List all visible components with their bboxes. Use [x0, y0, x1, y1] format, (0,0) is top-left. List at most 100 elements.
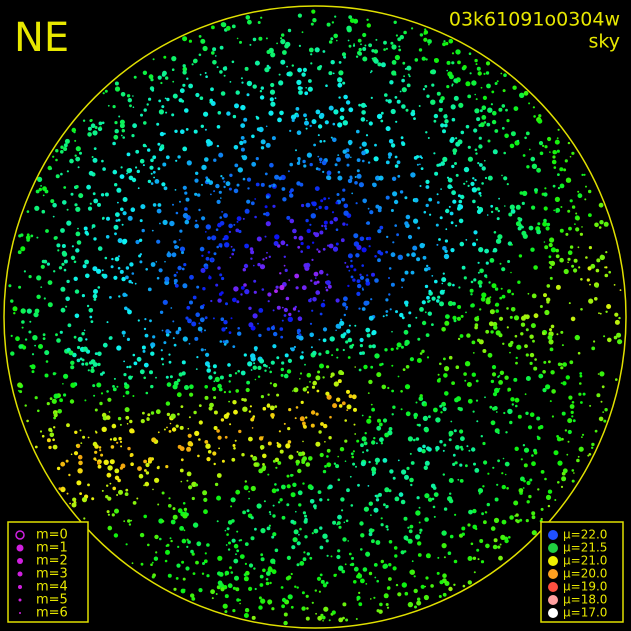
star: [483, 460, 488, 465]
star: [315, 208, 318, 211]
star: [384, 93, 388, 97]
star: [296, 541, 301, 546]
star: [97, 464, 102, 469]
star: [207, 236, 211, 241]
star: [199, 246, 205, 252]
star: [85, 273, 90, 279]
star: [216, 199, 221, 204]
star: [482, 349, 487, 353]
star: [355, 465, 357, 468]
star: [250, 369, 253, 371]
star: [270, 325, 276, 331]
star: [467, 94, 472, 99]
brightness-marker: [548, 595, 558, 605]
star: [520, 458, 523, 461]
star: [220, 317, 225, 322]
star: [81, 294, 85, 298]
star: [528, 494, 532, 499]
star: [263, 212, 266, 216]
star: [198, 53, 202, 57]
star: [311, 309, 314, 312]
star: [280, 59, 286, 65]
star: [101, 273, 105, 277]
star: [92, 266, 98, 272]
star: [111, 423, 117, 429]
star: [376, 372, 382, 378]
star: [202, 287, 206, 291]
star: [96, 268, 102, 274]
star: [69, 158, 74, 164]
star: [74, 502, 77, 504]
star: [465, 239, 468, 241]
star: [88, 170, 94, 176]
star: [129, 262, 134, 267]
star: [229, 256, 232, 259]
star: [75, 185, 79, 189]
star: [394, 224, 398, 227]
star: [333, 109, 339, 115]
star: [173, 278, 178, 283]
star: [579, 382, 582, 385]
star: [357, 483, 360, 487]
star: [397, 459, 400, 462]
star: [198, 438, 201, 441]
star: [152, 170, 156, 174]
star: [479, 308, 482, 311]
star: [365, 551, 371, 557]
star: [618, 316, 621, 320]
star: [296, 79, 302, 85]
star: [369, 44, 371, 47]
star: [362, 198, 368, 204]
star: [276, 305, 281, 310]
star: [52, 438, 55, 442]
star: [53, 270, 56, 273]
star: [114, 121, 118, 125]
star: [114, 468, 120, 474]
star: [452, 301, 456, 306]
star: [224, 435, 228, 439]
star: [258, 605, 263, 610]
star: [378, 492, 382, 497]
star: [34, 205, 40, 211]
star: [560, 330, 564, 334]
star: [274, 405, 278, 408]
star: [94, 408, 98, 412]
star: [294, 417, 297, 420]
star: [219, 340, 223, 343]
star: [294, 273, 300, 279]
star: [258, 36, 263, 41]
star: [121, 330, 126, 335]
star: [169, 422, 172, 425]
star: [281, 187, 286, 191]
star: [552, 184, 556, 188]
star: [296, 328, 301, 333]
star: [481, 512, 484, 516]
star: [153, 176, 156, 179]
star: [195, 219, 198, 222]
star: [260, 139, 266, 145]
star: [120, 207, 124, 212]
star: [594, 429, 598, 433]
star: [487, 352, 493, 358]
star: [236, 530, 239, 533]
star: [10, 351, 15, 356]
star: [442, 449, 445, 452]
star: [114, 475, 120, 480]
star: [151, 575, 155, 579]
star: [371, 330, 377, 335]
star: [409, 477, 414, 483]
star: [272, 459, 276, 463]
star: [208, 276, 212, 280]
star: [413, 575, 416, 578]
star: [56, 338, 61, 343]
star: [210, 193, 212, 196]
star: [310, 62, 313, 65]
star: [498, 316, 504, 321]
star: [517, 280, 521, 284]
star: [124, 306, 128, 311]
star: [293, 529, 299, 535]
star: [353, 566, 359, 572]
star: [498, 387, 501, 390]
star: [276, 488, 280, 492]
star: [561, 437, 564, 441]
